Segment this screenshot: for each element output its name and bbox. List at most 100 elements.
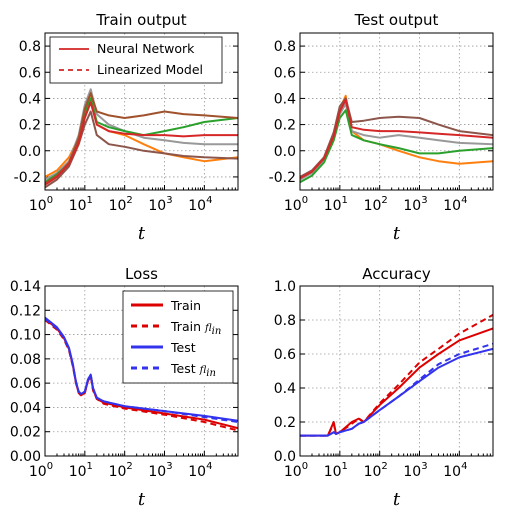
legend: Train Train flin Test Test flin [122,290,234,384]
legend-label-sub: lin [206,368,216,379]
y-tick-label: 0.6 [19,65,41,81]
series-line-4 [300,342,493,437]
y-tick-label: 0.8 [274,313,296,329]
x-tick-label: 104 [443,195,467,214]
x-tick-label: 102 [109,195,133,214]
plot-frame [299,32,494,191]
chart-panel-4: 100 101 102 103 1040.00.20.40.60.81.0Accurac… [274,265,494,510]
series-line-3 [300,102,493,181]
x-tick-exponent: 1 [87,195,93,206]
x-tick-exponent: 3 [166,461,172,472]
y-tick-label: -0.2 [269,170,296,186]
x-axis-label: t [138,489,146,510]
series-line-5 [45,92,238,185]
y-tick-label: 0.2 [19,118,41,134]
y-tick-label: 0.8 [274,39,296,55]
legend-label-f: f [204,323,212,334]
y-tick-label: 0.2 [274,118,296,134]
y-tick-label: 0.2 [274,415,296,431]
x-tick-label: 101 [69,195,93,214]
series-group [300,94,493,184]
legend: Neural Network Linearized Model [49,36,223,84]
y-tick-label: 0.0 [274,144,296,160]
x-tick-label: 104 [188,195,212,214]
legend-label: Train [170,298,201,313]
x-tick-exponent: 1 [342,195,348,206]
series-group [45,316,238,432]
x-tick-label: 100 [284,195,308,214]
x-tick-label: 101 [324,195,348,214]
x-axis-label: t [393,489,401,510]
x-tick-label: 101 [324,461,348,480]
y-tick-label: 0.14 [10,279,41,295]
x-tick-exponent: 2 [381,461,387,472]
legend-label-sub: lin [212,326,222,337]
series-line-3 [45,316,238,422]
series-line-2 [300,314,493,437]
legend-label: Train flin [170,319,221,337]
x-tick-label: 102 [364,461,388,480]
x-tick-label: 100 [29,195,53,214]
plot-frame [44,285,239,457]
series-line-4 [300,109,493,184]
y-tick-label: 0.4 [19,91,41,107]
chart-panel-3: 100 101 102 103 1040.000.020.040.060.080.100… [10,265,239,510]
y-tick-label: 1.0 [274,279,296,295]
y-tick-label: 0.10 [10,328,41,344]
x-axis-label: t [393,223,401,244]
y-tick-label: 0.0 [274,449,296,465]
x-tick-exponent: 3 [166,195,172,206]
y-tick-label: 0.08 [10,352,41,368]
chart-title: Train output [95,11,186,29]
chart-title: Loss [125,265,158,283]
x-axis-label: t [138,223,146,244]
x-tick-exponent: 1 [87,461,93,472]
series-line-6 [45,101,238,186]
x-tick-label: 103 [148,461,172,480]
legend-label-f: f [199,365,207,376]
x-tick-exponent: 2 [126,195,132,206]
x-tick-exponent: 4 [206,461,212,472]
x-tick-label: 103 [148,195,172,214]
y-tick-label: 0.12 [10,303,41,319]
plot-frame [299,285,494,457]
chart-title: Accuracy [362,265,431,283]
x-tick-exponent: 3 [421,195,427,206]
series-group [45,88,238,189]
chart-title: Test output [354,11,439,29]
x-tick-label: 104 [443,461,467,480]
y-tick-label: 0.06 [10,376,41,392]
plot-frame [44,32,239,191]
series-line-5 [300,98,493,180]
series-line-1 [300,94,493,181]
y-tick-label: 0.8 [19,39,41,55]
y-tick-label: 0.00 [10,449,41,465]
chart-panel-1: 100 101 102 103 104 -0.2 0.0 0.2 0.4 0.6 0.8 Train … [14,11,239,244]
series-line-2 [300,97,493,178]
x-tick-label: 101 [69,461,93,480]
x-tick-label: 103 [403,461,427,480]
y-tick-label: 0.6 [274,65,296,81]
x-tick-label: 102 [109,461,133,480]
x-tick-label: 104 [188,461,212,480]
x-tick-exponent: 0 [47,461,53,472]
series-line-4 [45,97,238,184]
y-tick-label: 0.04 [10,400,41,416]
y-tick-label: 0.0 [19,144,41,160]
x-tick-label: 103 [403,195,427,214]
y-tick-label: 0.4 [274,381,296,397]
x-tick-exponent: 4 [461,461,467,472]
series-line-3 [300,347,493,437]
x-tick-label: 102 [364,195,388,214]
series-line-2 [45,110,238,189]
y-tick-label: 0.4 [274,91,296,107]
legend-label: Linearized Model [97,62,203,77]
y-tick-label: -0.2 [14,170,41,186]
x-tick-exponent: 2 [126,461,132,472]
x-tick-exponent: 3 [421,461,427,472]
legend-label: Test flin [170,361,216,379]
y-tick-label: 0.6 [274,347,296,363]
x-tick-exponent: 4 [461,195,467,206]
x-tick-exponent: 0 [302,195,308,206]
